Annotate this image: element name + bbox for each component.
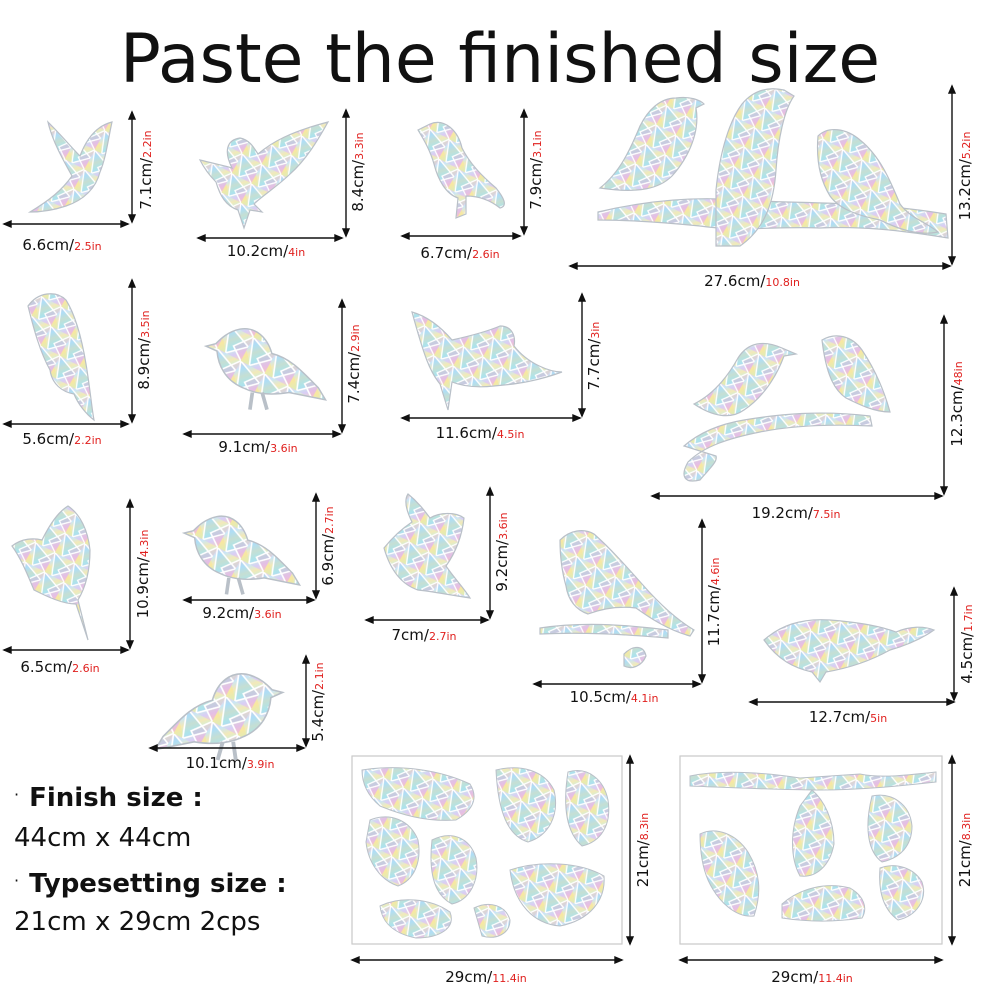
width-label-s11: 7cm/2.7in [391, 626, 457, 644]
two-birds-on-branch-shape [682, 335, 891, 482]
width-label-s3: 6.7cm/2.6in [420, 244, 500, 262]
height-label-s10: 6.9cm/2.7in [319, 506, 337, 586]
height-label-s5: 8.9cm/3.5in [135, 310, 153, 390]
height-label-s15: 21cm/8.3in [634, 812, 652, 888]
width-label-s1: 6.6cm/2.5in [22, 236, 102, 254]
bird-fluffed-shape [11, 505, 91, 641]
bird-flying-low-shape [763, 619, 936, 684]
width-label-s13: 12.7cm/5in [808, 708, 888, 726]
bird-sparrow-shape [204, 326, 328, 412]
width-label-s15: 29cm/11.4in [445, 968, 527, 986]
bird-on-twig-shape [539, 530, 695, 669]
bird-wings-spread-shape [198, 121, 330, 230]
height-label-s4: 13.2cm/5.2in [956, 131, 974, 221]
bird-landing-shape [383, 493, 472, 599]
height-label-s9: 10.9cm/4.3in [134, 529, 152, 619]
width-label-s9: 6.5cm/2.6in [20, 658, 100, 676]
width-label-s2: 10.2cm/4in [226, 242, 306, 260]
bird-wren-shape [182, 514, 302, 597]
width-label-s6: 9.1cm/3.6in [218, 438, 298, 456]
width-label-s12: 10.5cm/4.1in [569, 688, 659, 706]
typesetting-size-heading: · Typesetting size : [14, 869, 287, 899]
width-label-s5: 5.6cm/2.2in [22, 430, 102, 448]
bird-robin-shape [153, 671, 285, 762]
width-label-s16: 29cm/11.4in [771, 968, 853, 986]
sheets [351, 755, 943, 945]
height-label-s6: 7.4cm/2.9in [345, 324, 363, 404]
bird-silhouettes [11, 88, 949, 762]
height-label-s13: 4.5cm/1.7in [958, 604, 976, 684]
bird-crested-shape [411, 311, 563, 411]
width-label-s7: 11.6cm/4.5in [435, 424, 525, 442]
bird-standing-shape [417, 121, 505, 219]
height-label-s14: 5.4cm/2.1in [309, 662, 327, 742]
typesetting-size-value: 21cm x 29cm 2cps [14, 907, 261, 937]
height-label-s3: 7.9cm/3.1in [527, 130, 545, 210]
height-label-s12: 11.7cm/4.6in [705, 557, 723, 647]
dimension-lines [2, 84, 959, 965]
width-label-s14: 10.1cm/3.9in [185, 754, 275, 772]
page-title: Paste the finished size [119, 20, 881, 99]
width-label-s10: 9.2cm/3.6in [202, 604, 282, 622]
width-label-s8: 19.2cm/7.5in [751, 504, 841, 522]
height-label-s2: 8.4cm/3.3in [349, 132, 367, 212]
height-label-s1: 7.1cm/2.2in [137, 130, 155, 210]
bird-hovering-shape [27, 120, 113, 213]
three-birds-on-branch-shape [597, 88, 949, 247]
finish-size-heading: · Finish size : [14, 783, 203, 813]
bird-perched-upright-shape [27, 293, 95, 422]
height-label-s8: 12.3cm/48in [948, 361, 966, 447]
height-label-s16: 21cm/8.3in [956, 812, 974, 888]
height-label-s11: 9.2cm/3.6in [493, 512, 511, 592]
height-label-s7: 7.7cm/3in [585, 321, 603, 391]
width-label-s4: 27.6cm/10.8in [704, 272, 800, 290]
finish-size-value: 44cm x 44cm [14, 823, 192, 853]
